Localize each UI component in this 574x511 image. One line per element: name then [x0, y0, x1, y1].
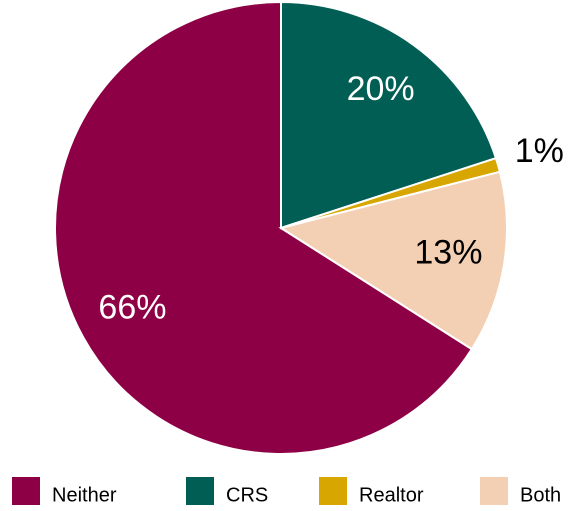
legend-label: Realtor [359, 484, 424, 506]
value-label: 20% [347, 70, 415, 108]
pie-slice [278, 170, 508, 351]
value-label: 1% [515, 132, 564, 170]
value-label: 13% [414, 234, 482, 272]
legend-label: Neither [52, 484, 117, 506]
legend-swatch [12, 477, 40, 505]
legend-label: Both [520, 484, 561, 506]
value-label: 66% [98, 289, 166, 327]
pie-slice [280, 0, 498, 230]
pie-slice [54, 0, 474, 455]
legend-swatch [319, 477, 347, 505]
legend-label: CRS [226, 484, 268, 506]
legend-swatch [480, 477, 508, 505]
legend-swatch [186, 477, 214, 505]
